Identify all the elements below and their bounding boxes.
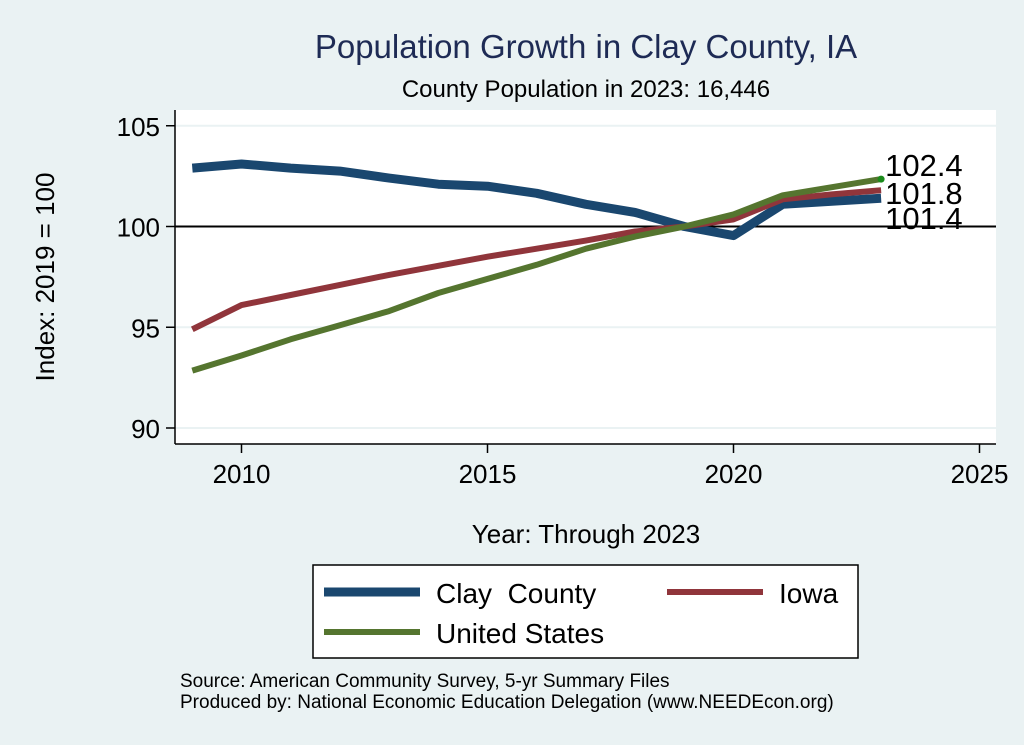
axes — [174, 110, 996, 445]
x-ticks: 2010 2015 2020 2025 — [213, 444, 1009, 489]
series-lines — [190, 159, 885, 374]
x-tick-label: 2015 — [459, 459, 517, 489]
legend-label-clay-county: Clay County — [436, 578, 596, 609]
legend-box — [312, 564, 859, 659]
footer-source: Source: American Community Survey, 5-yr … — [180, 671, 670, 692]
y-tick-label: 100 — [117, 213, 160, 243]
end-label-clay-county: 101.4 — [885, 201, 963, 236]
series-end-marker — [877, 175, 885, 183]
legend-label-united-states: United States — [436, 618, 604, 649]
gridlines — [175, 124, 996, 429]
y-tick-label: 90 — [131, 414, 160, 444]
x-tick-label: 2010 — [213, 459, 271, 489]
x-axis-title: Year: Through 2023 — [472, 519, 700, 549]
y-axis-title: Index: 2019 = 100 — [30, 173, 60, 382]
end-label-united-states: 102.4 — [885, 148, 963, 183]
legend: Clay County Iowa United States — [312, 564, 859, 659]
y-tick-label: 95 — [131, 313, 160, 343]
x-tick-label: 2020 — [705, 459, 763, 489]
y-ticks: 90 95 100 105 — [117, 112, 175, 444]
legend-label-iowa: Iowa — [779, 578, 839, 609]
chart-title: Population Growth in Clay County, IA — [315, 28, 857, 65]
end-label-iowa: 101.8 — [885, 176, 963, 211]
footer-producer: Produced by: National Economic Education… — [180, 692, 834, 713]
y-tick-label: 105 — [117, 112, 160, 142]
plot-area — [175, 110, 996, 444]
chart-subtitle: County Population in 2023: 16,446 — [402, 76, 770, 103]
x-tick-label: 2025 — [951, 459, 1009, 489]
